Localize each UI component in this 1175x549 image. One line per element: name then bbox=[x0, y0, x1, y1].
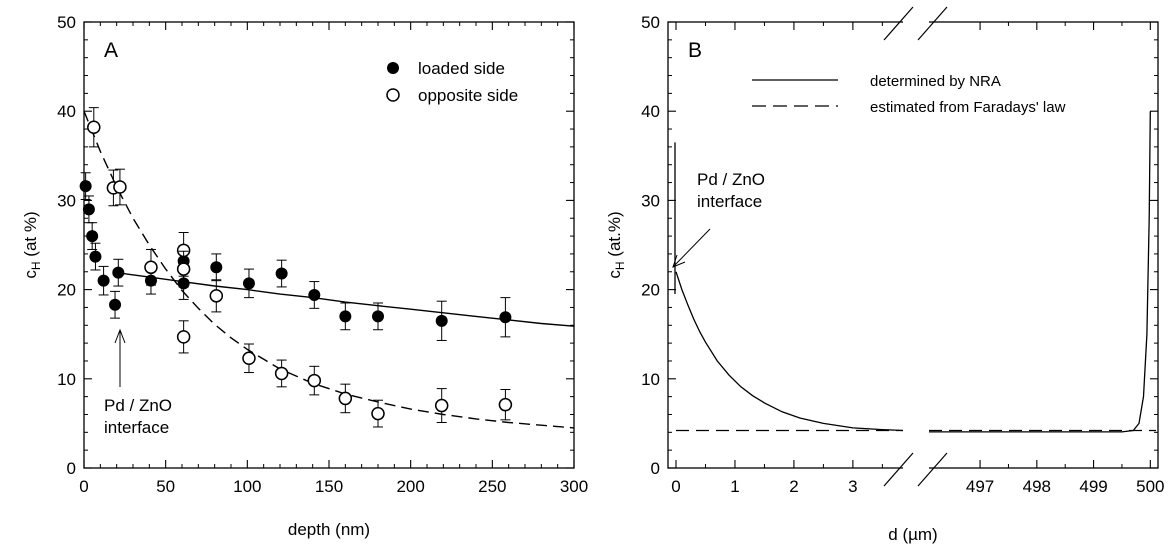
y-tick-label-b: 30 bbox=[641, 191, 660, 210]
chart-b-annotation: Pd / ZnO interface bbox=[672, 170, 765, 268]
chart-a-ylabel-sub: H bbox=[29, 261, 43, 270]
data-point-loaded-side bbox=[339, 310, 352, 323]
y-tick-label-a: 30 bbox=[57, 191, 76, 210]
break-mark-top-right bbox=[917, 6, 948, 41]
chart-a-ylabel-rest: (at %) bbox=[21, 211, 40, 261]
x-tick-label-a: 50 bbox=[156, 477, 175, 496]
data-point-opposite-side bbox=[113, 180, 127, 194]
legend-label-opposite-side: opposite side bbox=[418, 86, 518, 105]
data-point-opposite-side bbox=[371, 406, 385, 421]
x-tick-label-b-right: 499 bbox=[1079, 477, 1107, 496]
data-point-loaded-side bbox=[210, 261, 223, 274]
data-point-loaded-side bbox=[86, 230, 99, 243]
x-tick-label-a: 300 bbox=[560, 477, 588, 496]
series-line-nra-right bbox=[929, 111, 1151, 433]
annotation-a-line2: interface bbox=[104, 418, 169, 437]
legend-marker-opposite-side bbox=[386, 88, 400, 102]
y-tick-label-a: 10 bbox=[57, 370, 76, 389]
chart-a-ylabel-main: c bbox=[21, 270, 40, 279]
y-tick-label-a: 40 bbox=[57, 102, 76, 121]
data-point-loaded-side bbox=[82, 203, 95, 216]
x-tick-label-a: 250 bbox=[478, 477, 506, 496]
data-point-loaded-side bbox=[242, 277, 255, 290]
y-tick-label-b: 40 bbox=[641, 102, 660, 121]
axis-break-gap-top bbox=[903, 14, 929, 30]
data-point-loaded-side bbox=[308, 288, 321, 301]
x-tick-label-b-left: 0 bbox=[671, 477, 680, 496]
annotation-arrowhead-b bbox=[672, 254, 686, 268]
chart-b-ylabel-sub: H bbox=[613, 261, 627, 270]
data-point-loaded-side bbox=[89, 250, 102, 263]
data-point-loaded-side bbox=[109, 298, 122, 311]
chart-b-y-axis-title: cH (at.%) bbox=[605, 211, 627, 278]
data-point-opposite-side bbox=[434, 398, 449, 413]
y-tick-label-b: 20 bbox=[641, 281, 660, 300]
x-tick-label-b-left: 1 bbox=[730, 477, 739, 496]
data-point-opposite-side bbox=[498, 397, 513, 412]
chart-b-ylabel-rest: (at.%) bbox=[605, 211, 624, 261]
data-point-opposite-side bbox=[338, 391, 353, 406]
chart-b-ylabel-main: c bbox=[605, 270, 624, 279]
data-point-opposite-side bbox=[274, 366, 289, 381]
y-tick-label-a: 0 bbox=[67, 459, 76, 478]
x-tick-label-b-left: 3 bbox=[848, 477, 857, 496]
axis-break-marks bbox=[883, 6, 948, 487]
chart-a-y-axis-title: cH (at %) bbox=[21, 211, 43, 278]
fit-curve-loaded-side bbox=[116, 272, 575, 327]
data-point-opposite-side bbox=[144, 260, 158, 275]
legend-label-nra: determined by NRA bbox=[870, 73, 1001, 90]
data-point-loaded-side bbox=[372, 310, 384, 323]
x-tick-label-b-right: 500 bbox=[1136, 477, 1164, 496]
chart-a: 0 50 100 150 200 250 300 0 10 20 30 40 50 A loaded s… bbox=[21, 13, 588, 539]
data-point-opposite-side bbox=[242, 351, 256, 366]
break-mark-bottom-right bbox=[917, 452, 948, 487]
axis-break-gap-bottom bbox=[903, 460, 929, 476]
x-tick-label-b-right: 498 bbox=[1023, 477, 1051, 496]
x-tick-label-a: 100 bbox=[233, 477, 261, 496]
series-line-nra-left bbox=[675, 271, 904, 432]
annotation-b-line1: Pd / ZnO bbox=[697, 170, 765, 189]
x-tick-label-b-right: 497 bbox=[966, 477, 994, 496]
legend-marker-loaded-side bbox=[387, 62, 399, 74]
data-point-opposite-side bbox=[87, 120, 101, 135]
y-tick-label-b: 50 bbox=[641, 13, 660, 32]
data-point-opposite-side bbox=[307, 373, 322, 388]
legend-label-faraday: estimated from Faradays' law bbox=[870, 99, 1066, 116]
x-tick-label-a: 150 bbox=[315, 477, 343, 496]
chart-a-legend: loaded side opposite side bbox=[386, 59, 518, 105]
y-tick-label-b: 10 bbox=[641, 370, 660, 389]
x-tick-label-b-left: 2 bbox=[789, 477, 798, 496]
chart-a-x-axis-title: depth (nm) bbox=[288, 520, 370, 539]
chart-b-legend: determined by NRA estimated from Faraday… bbox=[752, 73, 1066, 116]
data-point-loaded-side bbox=[112, 266, 125, 279]
chart-a-panel-label: A bbox=[104, 39, 118, 62]
annotation-a-line1: Pd / ZnO bbox=[104, 396, 172, 415]
y-tick-label-a: 20 bbox=[57, 281, 76, 300]
data-point-loaded-side bbox=[435, 314, 448, 327]
y-tick-label-a: 50 bbox=[57, 13, 76, 32]
chart-a-annotation: Pd / ZnO interface bbox=[104, 328, 172, 437]
x-tick-label-a: 0 bbox=[79, 477, 88, 496]
break-mark-top-left bbox=[883, 6, 914, 41]
annotation-arrow-b bbox=[672, 228, 711, 268]
data-point-loaded-side bbox=[275, 267, 288, 280]
data-point-opposite-side bbox=[176, 262, 191, 276]
data-point-opposite-side bbox=[209, 289, 224, 303]
data-point-opposite-side bbox=[176, 330, 191, 344]
chart-b-x-axis-title: d (µm) bbox=[888, 525, 937, 544]
data-point-loaded-side bbox=[97, 274, 110, 287]
break-mark-bottom-left bbox=[883, 452, 914, 487]
x-tick-label-a: 200 bbox=[396, 477, 424, 496]
data-point-loaded-side bbox=[79, 180, 92, 193]
data-point-loaded-side bbox=[499, 311, 512, 324]
legend-label-loaded-side: loaded side bbox=[418, 59, 505, 78]
fit-curve-opposite-side bbox=[83, 110, 575, 429]
chart-b-panel-label: B bbox=[688, 39, 702, 62]
annotation-arrowhead-a bbox=[114, 328, 126, 344]
annotation-b-line2: interface bbox=[697, 192, 762, 211]
y-tick-label-b: 0 bbox=[651, 459, 660, 478]
